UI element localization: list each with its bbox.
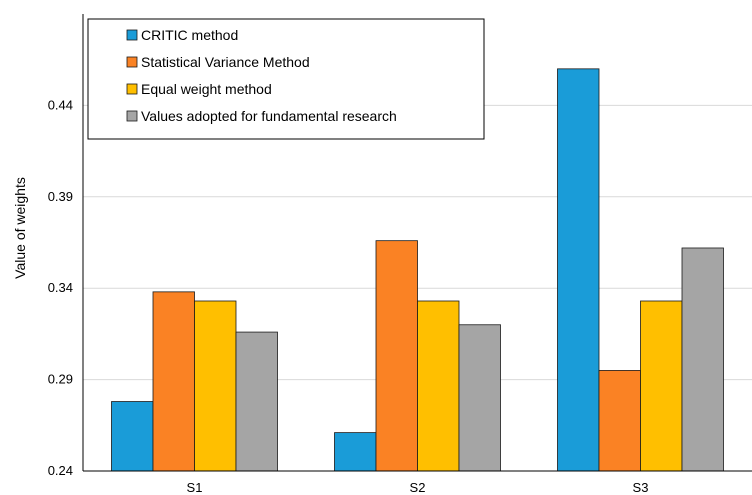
bar-S3-series-2 bbox=[598, 370, 641, 472]
x-tick-label: S3 bbox=[633, 480, 649, 495]
legend: CRITIC method Statistical Variance Method… bbox=[87, 18, 485, 140]
legend-swatch bbox=[126, 83, 138, 95]
y-tick-label: 0.44 bbox=[48, 97, 73, 112]
legend-label: Values adopted for fundamental research bbox=[141, 108, 397, 124]
bar-S1-series-1 bbox=[111, 401, 154, 472]
bar-S2-series-4 bbox=[458, 324, 501, 472]
legend-swatch bbox=[126, 29, 138, 41]
legend-label: Statistical Variance Method bbox=[141, 54, 310, 70]
legend-swatch bbox=[126, 110, 138, 122]
bar-S3-series-1 bbox=[557, 68, 600, 472]
bar-S3-series-3 bbox=[640, 300, 683, 472]
x-tick-labels: S1 S2 S3 bbox=[187, 480, 649, 495]
y-tick-label: 0.39 bbox=[48, 189, 73, 204]
bars bbox=[111, 68, 724, 472]
bar-S1-series-3 bbox=[194, 300, 237, 472]
axes bbox=[82, 14, 752, 472]
legend-swatch bbox=[126, 56, 138, 68]
y-tick-labels: 0.24 0.29 0.34 0.39 0.44 bbox=[48, 97, 73, 478]
legend-box bbox=[87, 18, 485, 140]
y-tick-label: 0.29 bbox=[48, 372, 73, 387]
bar-S2-series-1 bbox=[334, 432, 377, 472]
bar-S1-series-2 bbox=[152, 291, 195, 472]
y-axis-title: Value of weights bbox=[12, 177, 28, 279]
bar-S2-series-3 bbox=[417, 300, 460, 472]
bar-S3-series-4 bbox=[681, 247, 724, 472]
bar-S2-series-2 bbox=[375, 240, 418, 472]
x-tick-label: S1 bbox=[187, 480, 203, 495]
y-tick-label: 0.24 bbox=[48, 463, 73, 478]
legend-label: CRITIC method bbox=[141, 27, 238, 43]
legend-label: Equal weight method bbox=[141, 81, 272, 97]
x-tick-label: S2 bbox=[410, 480, 426, 495]
bar-S1-series-4 bbox=[235, 331, 278, 472]
y-tick-label: 0.34 bbox=[48, 280, 73, 295]
